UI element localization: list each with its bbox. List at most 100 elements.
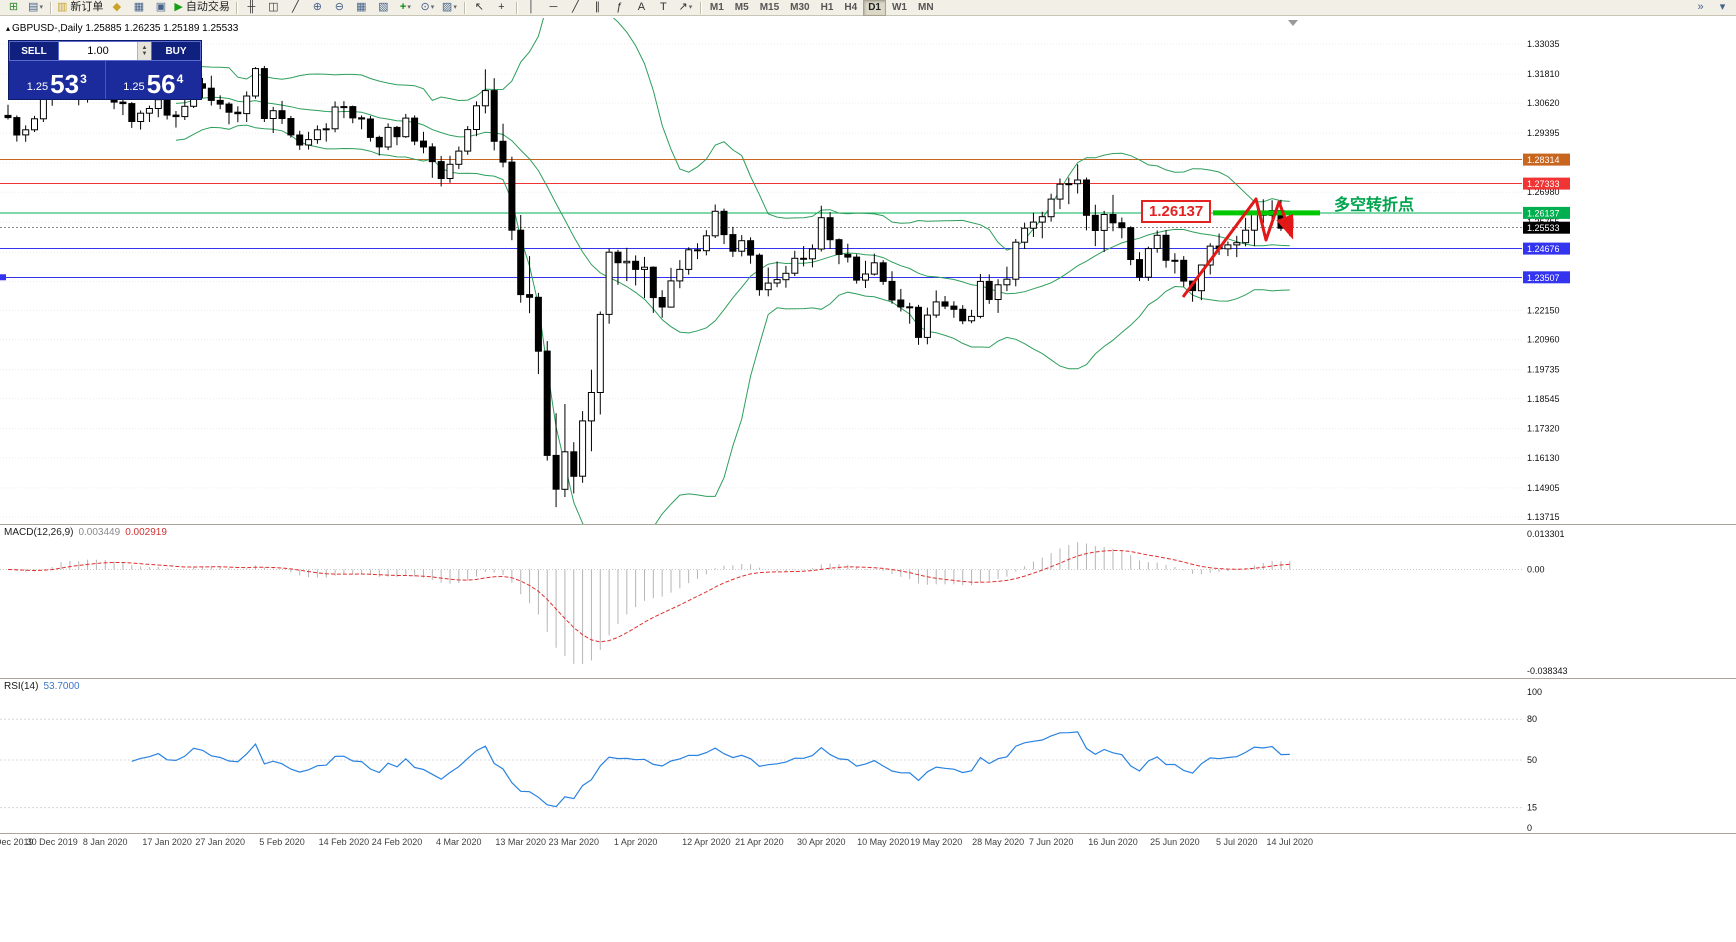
ask-price-pips: 56: [146, 68, 176, 99]
text-button[interactable]: A: [637, 1, 646, 13]
svg-text:23 Mar 2020: 23 Mar 2020: [549, 837, 600, 847]
cursor-button[interactable]: ↖: [474, 1, 484, 13]
svg-text:15: 15: [1527, 803, 1537, 813]
svg-text:1.13715: 1.13715: [1527, 512, 1560, 522]
toolbar-overflow-button[interactable]: »: [1697, 1, 1704, 13]
price-tag-1.26137: [1523, 206, 1570, 219]
macd-label: MACD(12,26,9) 0.003449 0.002919: [4, 527, 167, 538]
sell-button[interactable]: SELL: [9, 41, 59, 61]
crosshair-button[interactable]: +: [498, 1, 505, 13]
bollinger-bands: [175, 18, 1290, 524]
chart-symbol-icon: ▴: [6, 24, 11, 33]
market-watch-button[interactable]: ▦: [133, 1, 145, 13]
svg-text:17 Jan 2020: 17 Jan 2020: [142, 837, 192, 847]
price-axis: 1.330351.318101.306201.293951.269801.257…: [1523, 39, 1570, 522]
metaeditor-button[interactable]: ◆: [112, 1, 122, 13]
autotrading-label: 自动交易: [185, 1, 230, 13]
bollinger-lower: [175, 124, 1290, 524]
svg-text:0.013301: 0.013301: [1527, 529, 1565, 539]
timeframe-m1-button[interactable]: M1: [709, 1, 724, 13]
trend-arrow[interactable]: [1181, 197, 1294, 298]
autotrading-play-icon: ▶: [174, 1, 183, 13]
chart-title: ▴ GBPUSD-,Daily 1.25885 1.26235 1.25189 1…: [6, 23, 238, 34]
turning-point-note[interactable]: 多空转折点: [1334, 197, 1415, 214]
new-order-button[interactable]: ▥ 新订单: [55, 0, 105, 15]
fibonacci-button[interactable]: ƒ: [616, 1, 623, 13]
timeframe-h1-button[interactable]: H1: [820, 1, 834, 13]
bid-price[interactable]: 1.25 53 3: [9, 61, 106, 99]
price-tag-1.28314: [1523, 153, 1570, 166]
indicators-button[interactable]: + ▾: [395, 0, 416, 15]
arrows-icon: ↗: [678, 1, 688, 13]
timeframe-m30-button[interactable]: M30: [790, 1, 810, 13]
svg-text:14 Feb 2020: 14 Feb 2020: [319, 837, 370, 847]
svg-text:27 Jan 2020: 27 Jan 2020: [195, 837, 245, 847]
svg-text:7 Jun 2020: 7 Jun 2020: [1029, 837, 1074, 847]
bar-chart-button[interactable]: ╫: [247, 1, 256, 13]
bid-price-point: 3: [80, 72, 87, 86]
chart-title-symbol: GBPUSD-,Daily: [12, 23, 83, 34]
buy-button[interactable]: BUY: [151, 41, 201, 61]
svg-text:1.29395: 1.29395: [1527, 128, 1560, 138]
chart-profiles-button[interactable]: ▤ ▾: [25, 0, 46, 15]
chevron-down-icon: ▾: [39, 4, 43, 11]
zoom-in-button[interactable]: ⊕: [312, 1, 322, 13]
toolbar-separator: [515, 1, 517, 14]
cascade-windows-button[interactable]: ▧: [378, 1, 389, 13]
volume-field: ▲▼: [59, 41, 151, 61]
svg-text:24 Feb 2020: 24 Feb 2020: [372, 837, 423, 847]
price-tag-1.24676: [1523, 242, 1570, 255]
line-anchor-handle[interactable]: [0, 274, 6, 281]
svg-text:19 May 2020: 19 May 2020: [910, 837, 962, 847]
volume-input[interactable]: [59, 42, 137, 60]
timeframe-m15-button[interactable]: M15: [759, 1, 780, 13]
svg-text:1 Apr 2020: 1 Apr 2020: [614, 837, 658, 847]
svg-text:1.22150: 1.22150: [1527, 306, 1560, 316]
svg-text:8 Jan 2020: 8 Jan 2020: [83, 837, 128, 847]
channel-button[interactable]: ∥: [594, 1, 601, 13]
text-label-button[interactable]: T: [660, 1, 667, 13]
svg-text:80: 80: [1527, 714, 1537, 724]
chart-shift-marker[interactable]: [1288, 20, 1298, 26]
svg-text:1.24676: 1.24676: [1527, 244, 1560, 254]
timeframe-mn-button[interactable]: MN: [917, 1, 934, 13]
toolbar-separator: [463, 1, 465, 14]
timeframe-m5-button[interactable]: M5: [734, 1, 749, 13]
periods-button[interactable]: ⊙ ▾: [417, 0, 438, 15]
toolbar: ⊞ ▤ ▾ ▥ 新订单 ◆ ▦ ▣ ▶ 自动交易 ╫ ◫ ╱ ⊕ ⊖ ▦ ▧ + ▾ ⊙…: [0, 0, 1736, 16]
ask-price[interactable]: 1.25 56 4: [106, 61, 202, 99]
zoom-out-button[interactable]: ⊖: [334, 1, 344, 13]
new-chart-button[interactable]: ⊞: [8, 1, 19, 13]
svg-text:12 Apr 2020: 12 Apr 2020: [682, 837, 731, 847]
bollinger-upper: [176, 18, 1290, 251]
line-chart-button[interactable]: ╱: [292, 1, 299, 13]
timeframe-w1-button[interactable]: W1: [891, 1, 907, 13]
macd-axis: 0.013301 0.00 -0.038343: [1527, 529, 1568, 676]
arrows-button[interactable]: ↗ ▾: [675, 0, 696, 15]
chevron-down-icon: ▾: [688, 4, 693, 11]
templates-button[interactable]: ▨ ▾: [439, 0, 460, 15]
svg-text:0: 0: [1527, 823, 1532, 833]
spinner-up-icon: ▲: [141, 45, 148, 51]
svg-text:1.19735: 1.19735: [1527, 365, 1560, 375]
indicators-plus-icon: +: [399, 1, 407, 13]
vertical-line-button[interactable]: │: [527, 1, 535, 13]
autotrading-button[interactable]: ▶ 自动交易: [172, 0, 231, 15]
price-annotation-box[interactable]: 1.26137: [1141, 200, 1212, 223]
volume-spinner[interactable]: ▲ ▼: [137, 42, 151, 60]
svg-text:1.14905: 1.14905: [1527, 483, 1560, 493]
tile-windows-button[interactable]: ▦: [356, 1, 367, 13]
timeframe-h4-button[interactable]: H4: [844, 1, 858, 13]
timeframe-d1-button[interactable]: D1: [863, 0, 886, 16]
trendline-button[interactable]: ╱: [572, 1, 579, 13]
horizontal-line-button[interactable]: ─: [549, 1, 558, 13]
toolbar-more-button[interactable]: ▾: [1719, 1, 1726, 13]
candlestick-chart-button[interactable]: ◫: [268, 1, 279, 13]
chevron-down-icon: ▾: [407, 4, 411, 11]
toolbar-separator: [50, 1, 51, 14]
macd-histogram: [16, 542, 1291, 664]
chart-canvas[interactable]: 1.33035 1.31810 1.30620 1.29395 1.26980 1.25 7…: [0, 17, 1736, 852]
terminal-button[interactable]: ▣: [155, 1, 167, 13]
svg-text:1.30620: 1.30620: [1527, 98, 1560, 108]
